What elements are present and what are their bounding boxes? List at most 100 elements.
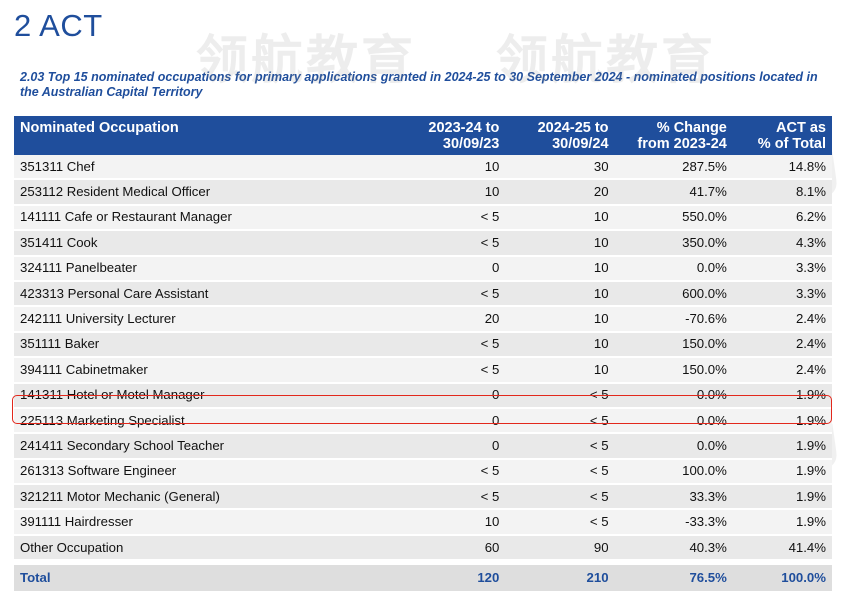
total-cell-occupation: Total <box>14 559 397 594</box>
cell-2024-25: 10 <box>505 306 615 333</box>
table-row: 141311 Hotel or Motel Manager 0 < 5 0.0% 1.9… <box>14 382 832 409</box>
cell-percent-change: 287.5% <box>614 155 733 181</box>
table-row: 391111 Hairdresser 10 < 5 -33.3% 1.9% <box>14 509 832 536</box>
table-total-row: Total 120 210 76.5% 100.0% <box>14 559 832 594</box>
cell-occupation: 225113 Marketing Specialist <box>14 407 397 435</box>
cell-2023-24: < 5 <box>396 331 506 359</box>
cell-percent-change: 0.0% <box>614 433 733 460</box>
cell-2023-24: < 5 <box>396 204 506 232</box>
cell-percent-change: 100.0% <box>614 458 733 486</box>
cell-act-percent: 1.9% <box>732 509 832 536</box>
table-row: 423313 Personal Care Assistant < 5 10 600.0… <box>14 280 832 308</box>
cell-2023-24: 0 <box>396 433 506 460</box>
cell-occupation: 391111 Hairdresser <box>14 509 397 536</box>
cell-occupation: 324111 Panelbeater <box>14 255 397 282</box>
cell-percent-change: 600.0% <box>614 280 733 308</box>
total-cell-2023-24: 120 <box>396 559 506 594</box>
cell-2024-25: < 5 <box>505 484 615 511</box>
cell-occupation: 351111 Baker <box>14 331 397 359</box>
cell-percent-change: 0.0% <box>614 407 733 435</box>
cell-percent-change: -70.6% <box>614 306 733 333</box>
cell-2024-25: 10 <box>505 255 615 282</box>
cell-percent-change: 33.3% <box>614 484 733 511</box>
cell-occupation: 242111 University Lecturer <box>14 306 397 333</box>
table-row: 141111 Cafe or Restaurant Manager < 5 10 55… <box>14 204 832 232</box>
cell-occupation: 261313 Software Engineer <box>14 458 397 486</box>
cell-2023-24: < 5 <box>396 484 506 511</box>
cell-percent-change: 350.0% <box>614 230 733 257</box>
cell-2023-24: 0 <box>396 382 506 409</box>
table-header-row: Nominated Occupation 2023-24 to 30/09/23 … <box>14 116 832 155</box>
cell-act-percent: 4.3% <box>732 230 832 257</box>
cell-2024-25: 10 <box>505 331 615 359</box>
table-row: 253112 Resident Medical Officer 10 20 41.7%… <box>14 179 832 206</box>
cell-2023-24: < 5 <box>396 230 506 257</box>
cell-2024-25: 90 <box>505 534 615 564</box>
occupations-table: Nominated Occupation 2023-24 to 30/09/23 … <box>14 116 832 594</box>
cell-2023-24: 0 <box>396 255 506 282</box>
cell-2024-25: < 5 <box>505 407 615 435</box>
cell-2024-25: 10 <box>505 230 615 257</box>
cell-act-percent: 3.3% <box>732 255 832 282</box>
cell-act-percent: 1.9% <box>732 382 832 409</box>
cell-2024-25: < 5 <box>505 509 615 536</box>
cell-2023-24: 0 <box>396 407 506 435</box>
table-row: 394111 Cabinetmaker < 5 10 150.0% 2.4% <box>14 357 832 384</box>
cell-occupation: 423313 Personal Care Assistant <box>14 280 397 308</box>
cell-percent-change: 40.3% <box>614 534 733 564</box>
cell-occupation: 321211 Motor Mechanic (General) <box>14 484 397 511</box>
cell-percent-change: 150.0% <box>614 331 733 359</box>
cell-act-percent: 41.4% <box>732 534 832 564</box>
cell-occupation: 351411 Cook <box>14 230 397 257</box>
table-row: 351111 Baker < 5 10 150.0% 2.4% <box>14 331 832 359</box>
header-occupation: Nominated Occupation <box>14 116 397 155</box>
cell-act-percent: 14.8% <box>732 155 832 181</box>
total-cell-2024-25: 210 <box>505 559 615 594</box>
cell-2024-25: < 5 <box>505 382 615 409</box>
cell-act-percent: 8.1% <box>732 179 832 206</box>
header-2024-25: 2024-25 to 30/09/24 <box>505 116 615 155</box>
header-percent-change: % Change from 2023-24 <box>614 116 733 155</box>
header-2023-24: 2023-24 to 30/09/23 <box>396 116 506 155</box>
cell-occupation: 241411 Secondary School Teacher <box>14 433 397 460</box>
cell-act-percent: 6.2% <box>732 204 832 232</box>
cell-2023-24: < 5 <box>396 458 506 486</box>
total-cell-percent-change: 76.5% <box>614 559 733 594</box>
cell-occupation: 141311 Hotel or Motel Manager <box>14 382 397 409</box>
cell-2023-24: 10 <box>396 155 506 181</box>
cell-act-percent: 2.4% <box>732 357 832 384</box>
cell-2024-25: 20 <box>505 179 615 206</box>
cell-percent-change: 0.0% <box>614 255 733 282</box>
cell-act-percent: 2.4% <box>732 331 832 359</box>
cell-occupation: Other Occupation <box>14 534 397 564</box>
cell-act-percent: 1.9% <box>732 458 832 486</box>
table-row: 261313 Software Engineer < 5 < 5 100.0% 1.9% <box>14 458 832 486</box>
cell-act-percent: 2.4% <box>732 306 832 333</box>
cell-2024-25: < 5 <box>505 433 615 460</box>
cell-2024-25: 10 <box>505 280 615 308</box>
cell-2023-24: < 5 <box>396 357 506 384</box>
cell-act-percent: 3.3% <box>732 280 832 308</box>
cell-2023-24: 60 <box>396 534 506 564</box>
table-row: 321211 Motor Mechanic (General) < 5 < 5 33.… <box>14 484 832 511</box>
cell-percent-change: 550.0% <box>614 204 733 232</box>
cell-occupation: 141111 Cafe or Restaurant Manager <box>14 204 397 232</box>
cell-act-percent: 1.9% <box>732 407 832 435</box>
cell-2023-24: 20 <box>396 306 506 333</box>
cell-2023-24: 10 <box>396 179 506 206</box>
cell-occupation: 351311 Chef <box>14 155 397 181</box>
cell-percent-change: -33.3% <box>614 509 733 536</box>
page-title: 2 ACT <box>14 8 103 43</box>
table-row: 225113 Marketing Specialist 0 < 5 0.0% 1.9% <box>14 407 832 435</box>
cell-2023-24: 10 <box>396 509 506 536</box>
table-row: 242111 University Lecturer 20 10 -70.6% 2.4% <box>14 306 832 333</box>
cell-2024-25: 10 <box>505 357 615 384</box>
total-cell-act-percent: 100.0% <box>732 559 832 594</box>
cell-percent-change: 41.7% <box>614 179 733 206</box>
cell-occupation: 394111 Cabinetmaker <box>14 357 397 384</box>
cell-2024-25: 10 <box>505 204 615 232</box>
table-row: 241411 Secondary School Teacher 0 < 5 0.0% 1… <box>14 433 832 460</box>
cell-act-percent: 1.9% <box>732 484 832 511</box>
cell-2024-25: 30 <box>505 155 615 181</box>
cell-occupation: 253112 Resident Medical Officer <box>14 179 397 206</box>
